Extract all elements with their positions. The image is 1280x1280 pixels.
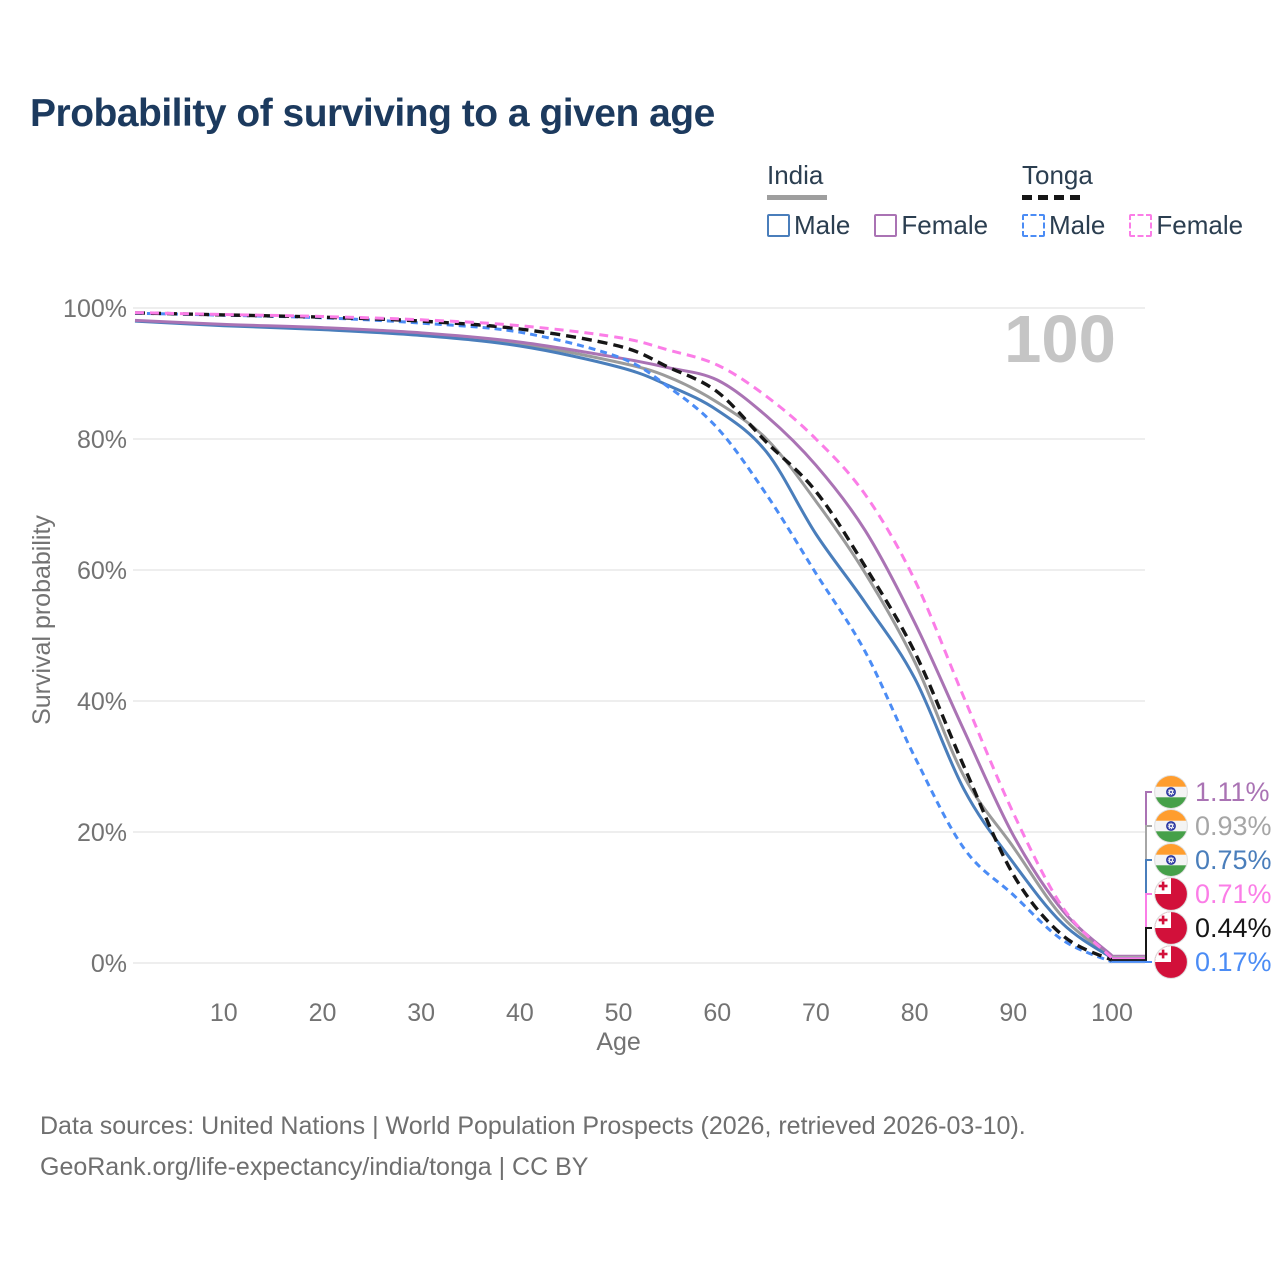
tonga-line-sample xyxy=(1022,195,1082,200)
legend-label-india-male: Male xyxy=(794,210,851,240)
legend-country-india[interactable]: India xyxy=(767,160,824,190)
legend-item-tonga-female[interactable]: Female xyxy=(1129,210,1243,241)
india-flag-icon xyxy=(1154,809,1188,843)
india-flag-icon xyxy=(1154,843,1188,877)
age-indicator-watermark: 100 xyxy=(1004,302,1116,377)
legend-group-tonga: Tonga Male Female xyxy=(1022,160,1267,241)
legend-item-tonga-male[interactable]: Male xyxy=(1022,210,1105,241)
x-tick-70: 70 xyxy=(802,999,830,1027)
end-value: 0.75% xyxy=(1195,844,1272,875)
legend-label-tonga-male: Male xyxy=(1049,210,1106,240)
tonga-flag-icon xyxy=(1154,911,1188,945)
y-tick-0: 0% xyxy=(91,950,127,978)
series-line-india-female[interactable] xyxy=(134,318,1114,957)
series-line-tonga-both-sexes[interactable] xyxy=(134,311,1113,962)
leader-line-tonga-female xyxy=(1112,893,1152,960)
legend-row-tonga: Male Female xyxy=(1022,210,1267,241)
end-value: 0.17% xyxy=(1195,946,1272,977)
end-label-tonga-both-sexes: 0.44% xyxy=(1154,911,1272,945)
x-tick-90: 90 xyxy=(999,999,1027,1027)
footer-sources: Data sources: United Nations | World Pop… xyxy=(40,1112,1026,1140)
y-tick-20: 20% xyxy=(77,819,127,847)
legend-item-india-male[interactable]: Male xyxy=(767,210,850,241)
legend-group-india: India Male Female xyxy=(767,160,1012,241)
x-tick-80: 80 xyxy=(901,999,929,1027)
y-tick-80: 80% xyxy=(77,426,127,454)
series-line-india-both-sexes[interactable] xyxy=(134,319,1113,959)
y-axis-title: Survival probability xyxy=(28,515,56,725)
legend-row-india: Male Female xyxy=(767,210,1012,241)
end-label-india-female: 1.11% xyxy=(1154,775,1270,809)
x-tick-50: 50 xyxy=(605,999,633,1027)
legend-item-india-female[interactable]: Female xyxy=(874,210,988,241)
india-flag-icon xyxy=(1154,775,1188,809)
tonga-flag-icon xyxy=(1154,877,1188,911)
tonga-flag-icon xyxy=(1154,945,1188,979)
series-line-india-male[interactable] xyxy=(134,319,1113,960)
x-axis-title: Age xyxy=(596,1028,640,1056)
end-label-tonga-male: 0.17% xyxy=(1154,945,1272,979)
end-label-tonga-female: 0.71% xyxy=(1154,877,1272,911)
chart-footer: Data sources: United Nations | World Pop… xyxy=(40,1106,1026,1188)
legend-country-tonga[interactable]: Tonga xyxy=(1022,160,1093,190)
legend-label-tonga-female: Female xyxy=(1156,210,1244,240)
x-tick-20: 20 xyxy=(309,999,337,1027)
tonga-male-checkbox[interactable] xyxy=(1022,214,1045,237)
page-title: Probability of surviving to a given age xyxy=(30,92,715,135)
x-tick-40: 40 xyxy=(506,999,534,1027)
series-line-tonga-female[interactable] xyxy=(134,311,1114,960)
y-tick-100: 100% xyxy=(63,295,127,323)
legend-label-india-female: Female xyxy=(901,210,989,240)
end-value: 0.93% xyxy=(1195,810,1272,841)
x-tick-100: 100 xyxy=(1091,999,1133,1027)
india-male-checkbox[interactable] xyxy=(767,214,790,237)
end-value: 0.44% xyxy=(1195,912,1272,943)
end-label-india-male: 0.75% xyxy=(1154,843,1272,877)
x-tick-60: 60 xyxy=(703,999,731,1027)
end-value: 0.71% xyxy=(1195,878,1272,909)
x-tick-10: 10 xyxy=(210,999,238,1027)
tonga-female-checkbox[interactable] xyxy=(1129,214,1153,237)
end-value: 1.11% xyxy=(1195,776,1270,807)
india-female-checkbox[interactable] xyxy=(874,214,898,237)
y-tick-60: 60% xyxy=(77,557,127,585)
leader-line-tonga-both-sexes xyxy=(1112,927,1152,962)
x-tick-30: 30 xyxy=(407,999,435,1027)
series-line-tonga-male[interactable] xyxy=(134,311,1113,964)
footer-attribution: GeoRank.org/life-expectancy/india/tonga … xyxy=(40,1153,589,1181)
end-label-india-both-sexes: 0.93% xyxy=(1154,809,1272,843)
y-tick-40: 40% xyxy=(77,688,127,716)
india-line-sample xyxy=(767,195,827,200)
